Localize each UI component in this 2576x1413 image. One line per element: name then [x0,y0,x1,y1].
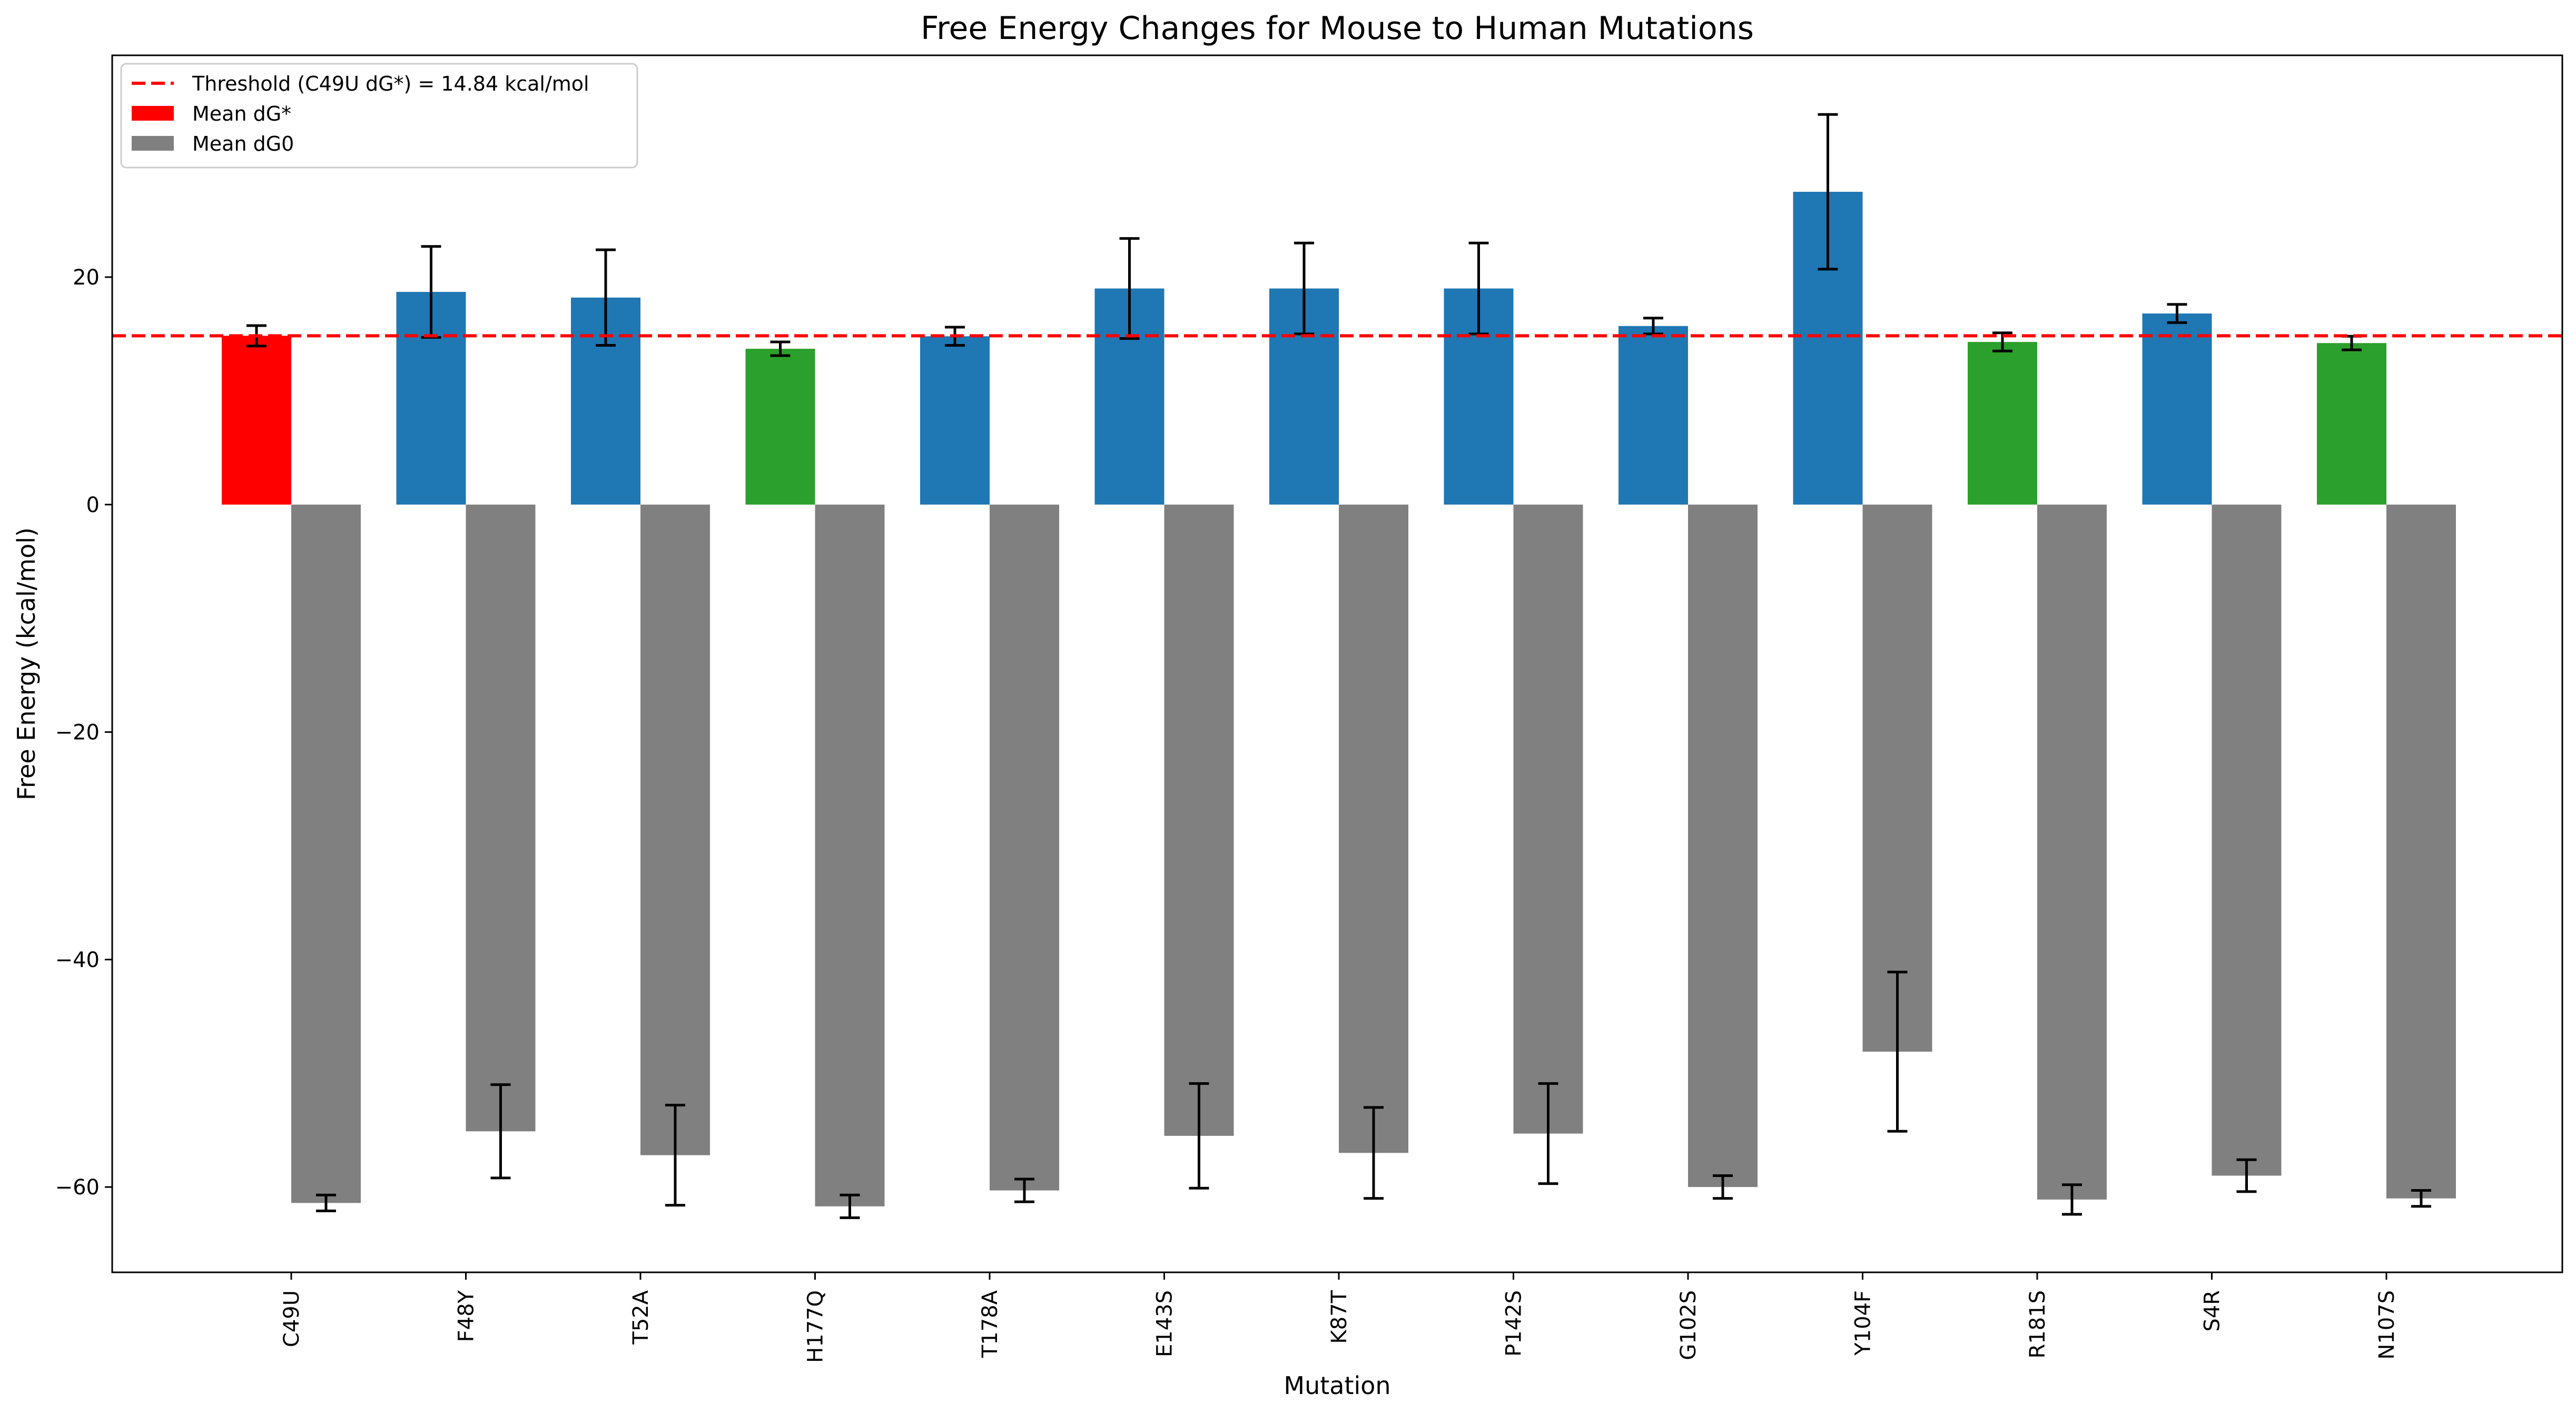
x-tick-label-e143s: E143S [1153,1290,1177,1357]
plot-area [111,54,2563,1273]
bar-dg-star-c49u [222,336,291,505]
x-axis: C49U F48Y T52A H177Q T178A E143S K87T P142S G102… [280,1272,2399,1363]
x-tick-label-t178a: T178A [978,1290,1002,1358]
x-tick-label-f48y: F48Y [455,1290,479,1342]
plot-frame [111,54,2563,1273]
bar-dg0-k87t [1339,504,1408,1153]
x-tick-label-p142s: P142S [1502,1290,1526,1357]
bar-dg-star-s4r [2142,313,2212,505]
legend: Threshold (C49U dG*) = 14.84 kcal/mol Me… [120,63,638,169]
y-axis: −60 −40 −20 0 20 [55,266,112,1200]
bars-layer [222,192,2456,1206]
x-tick-label-h177q: H177Q [804,1290,828,1363]
y-tick-label: −20 [55,721,100,745]
x-tick-label-c49u: C49U [280,1290,304,1347]
bar-dg0-n107s [2386,504,2456,1199]
x-tick-label-y104f: Y104F [1851,1290,1876,1356]
bar-dg0-g102s [1688,504,1758,1188]
x-tick-label-n107s: N107S [2375,1290,2399,1360]
legend-dg-star-swatch [132,106,174,121]
bar-dg0-t178a [990,504,1059,1191]
chart-title: Free Energy Changes for Mouse to Human M… [921,10,1754,47]
bar-dg0-r181s [2037,504,2107,1200]
bar-dg0-h177q [815,504,885,1206]
bar-dg-star-g102s [1618,326,1688,505]
x-tick-label-g102s: G102S [1676,1290,1701,1360]
errorbars-layer [246,113,2431,1219]
legend-dg0-swatch [132,136,174,151]
x-tick-label-k87t: K87T [1327,1290,1351,1343]
y-tick-label: 20 [73,266,100,290]
bar-dg0-s4r [2212,504,2282,1176]
y-tick-label: 0 [86,493,100,517]
y-axis-label: Free Energy (kcal/mol) [12,527,41,800]
x-axis-label: Mutation [1284,1371,1390,1400]
bar-dg0-f48y [466,504,536,1132]
legend-threshold-label: Threshold (C49U dG*) = 14.84 kcal/mol [192,72,589,95]
bar-dg0-e143s [1164,504,1234,1136]
bar-dg0-t52a [640,504,710,1155]
legend-dg0-label: Mean dG0 [192,132,294,155]
legend-dg-star-label: Mean dG* [192,102,291,125]
bar-dg-star-t178a [920,336,990,505]
x-tick-label-r181s: R181S [2026,1290,2050,1359]
bar-dg-star-n107s [2317,343,2386,505]
x-tick-label-s4r: S4R [2200,1290,2225,1332]
y-tick-label: −40 [55,948,100,972]
bar-dg-star-r181s [1968,342,2037,505]
legend-frame [120,63,638,169]
bar-dg-star-h177q [745,348,815,505]
x-tick-label-t52a: T52A [629,1290,653,1345]
bar-dg0-c49u [291,504,361,1203]
bar-dg0-y104f [1862,504,1932,1052]
y-tick-label: −60 [55,1175,100,1200]
bar-dg0-p142s [1513,504,1583,1134]
